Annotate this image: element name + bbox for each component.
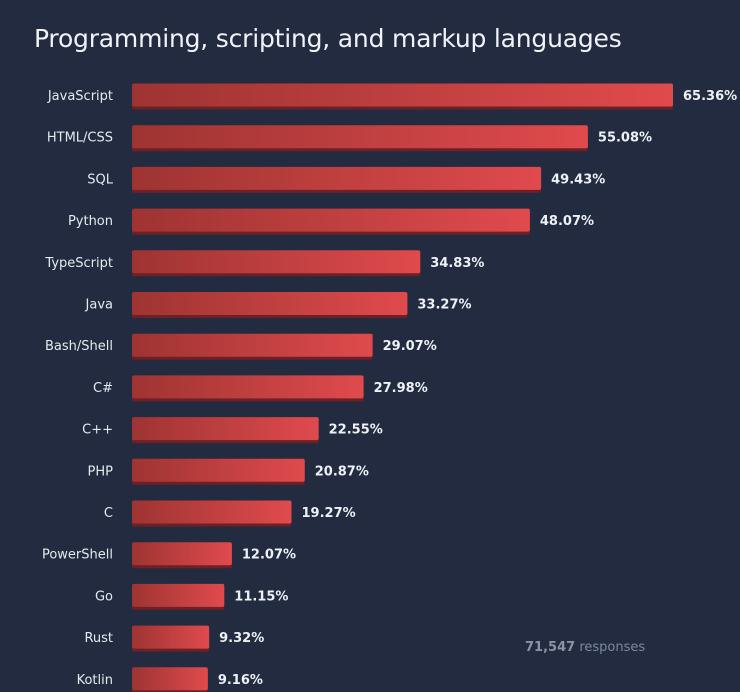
bar-c[interactable] [132, 500, 292, 524]
value-label-python: 48.07% [540, 214, 594, 229]
value-label-php: 20.87% [315, 464, 369, 479]
bar-typescript[interactable] [132, 250, 421, 274]
bar-java[interactable] [132, 292, 408, 315]
responses-label: responses [579, 640, 646, 655]
bar-powershell[interactable] [132, 542, 232, 566]
category-label-html-css: HTML/CSS [47, 131, 113, 146]
responses-note: 71,547 responses [525, 640, 645, 655]
value-label-typescript: 34.83% [430, 256, 484, 271]
category-label-go: Go [95, 589, 113, 604]
bar-javascript[interactable] [132, 83, 673, 107]
value-label-powershell: 12.07% [242, 548, 296, 563]
bar-c[interactable] [132, 417, 319, 441]
value-label-c: 19.27% [302, 506, 356, 521]
bar-php[interactable] [132, 458, 305, 482]
category-label-php: PHP [88, 464, 114, 479]
category-label-sql: SQL [87, 172, 113, 187]
category-label-typescript: TypeScript [44, 256, 113, 271]
value-label-javascript: 65.36% [683, 89, 737, 104]
category-label-kotlin: Kotlin [77, 673, 113, 688]
category-label-bash-shell: Bash/Shell [45, 339, 113, 354]
category-label-c: C [104, 506, 113, 521]
bar-kotlin[interactable] [132, 667, 208, 691]
category-label-rust: Rust [84, 631, 113, 646]
value-label-c: 22.55% [329, 423, 383, 438]
category-label-javascript: JavaScript [47, 89, 113, 104]
category-label-java: Java [85, 298, 113, 313]
value-label-bash-shell: 29.07% [383, 339, 437, 354]
bar-html-css[interactable] [132, 125, 588, 149]
bar-sql[interactable] [132, 166, 542, 190]
value-label-sql: 49.43% [551, 172, 605, 187]
value-label-java: 33.27% [417, 298, 471, 313]
value-label-go: 11.15% [234, 589, 288, 604]
bar-rust[interactable] [132, 625, 210, 649]
value-label-html-css: 55.08% [598, 131, 652, 146]
bar-python[interactable] [132, 208, 530, 232]
value-label-rust: 9.32% [219, 631, 264, 646]
value-label-c: 27.98% [374, 381, 428, 396]
category-label-c: C# [93, 381, 113, 396]
bars-group: JavaScript 65.36% HTML/CSS 55.08% SQL 49.43% P… [42, 83, 737, 692]
chart-title: Programming, scripting, and markup langu… [34, 24, 622, 53]
responses-count: 71,547 [525, 640, 576, 655]
bar-go[interactable] [132, 583, 225, 607]
bar-bash-shell[interactable] [132, 333, 373, 357]
value-label-kotlin: 9.16% [218, 673, 263, 688]
category-label-c: C++ [82, 423, 113, 438]
category-label-powershell: PowerShell [42, 548, 113, 563]
category-label-python: Python [68, 214, 113, 229]
bar-c[interactable] [132, 375, 364, 399]
